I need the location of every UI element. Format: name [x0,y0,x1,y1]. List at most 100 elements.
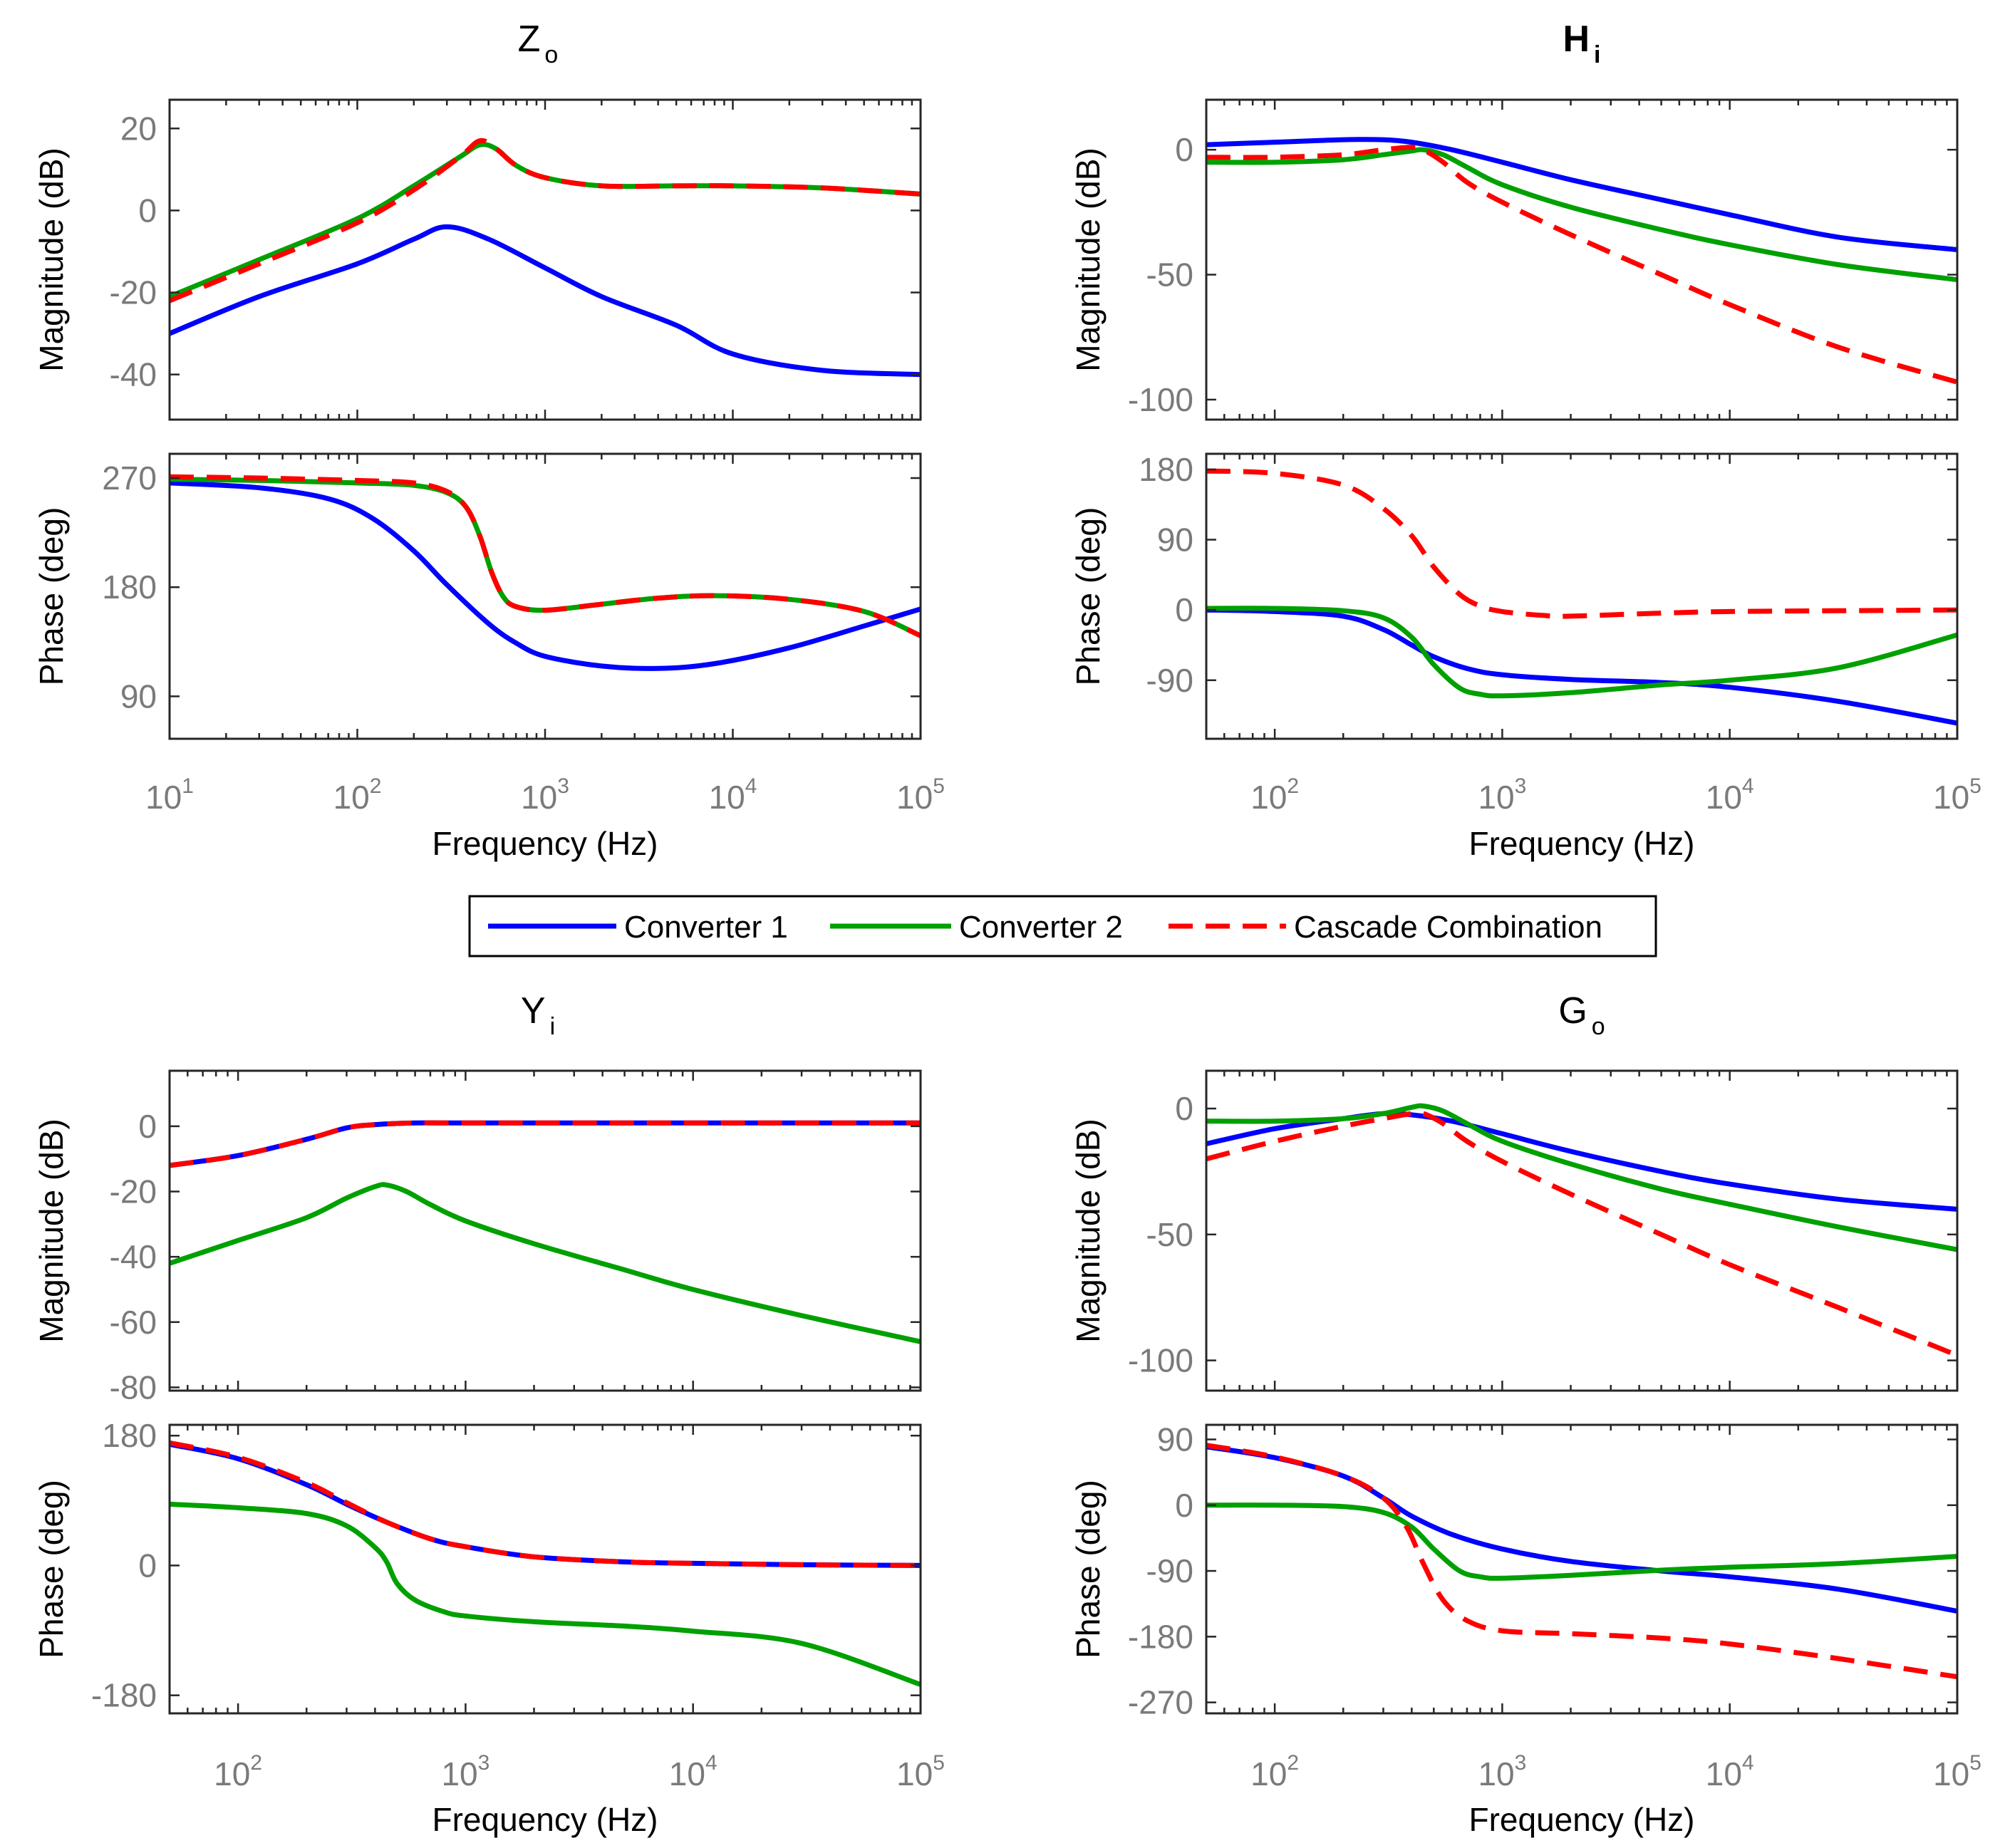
xtick-mantissa: 10 [669,1755,705,1792]
ytick-label: -40 [110,356,157,393]
series-cascade-combination-magnitude-hi [1206,145,1957,385]
xtick-mantissa: 10 [1250,779,1287,816]
ytick-label: 0 [1175,131,1193,168]
xtick-exponent: 4 [1742,1751,1754,1775]
magnitude-axes-go: 0 -50 -100 Magnitude (dB) [1069,1069,1959,1392]
phase-frame [1205,1423,1959,1715]
xtick-exponent: 3 [1515,1751,1527,1775]
series-converter-2-magnitude-go [1206,1103,1957,1252]
xtick-mantissa: 10 [896,779,933,816]
xtick-mantissa: 10 [521,779,557,816]
title-main: Z [518,19,541,60]
phase-ylabel: Phase (deg) [1069,507,1107,686]
series-cascade-combination-magnitude-yi [170,1120,921,1168]
ytick-label: -40 [110,1238,157,1275]
ytick-label: 180 [102,1417,157,1454]
magnitude-frame [1205,1069,1959,1392]
xtick-label: 103 [1478,1751,1526,1792]
ytick-label: 90 [1157,521,1193,559]
xtick-label: 105 [1933,774,1981,816]
phase-ylabel: Phase (deg) [33,507,70,686]
xtick-mantissa: 10 [1933,1755,1969,1792]
xtick-mantissa: 10 [709,779,745,816]
xtick-mantissa: 10 [1706,779,1742,816]
title-main: H [1563,19,1590,60]
magnitude-axes-hi: 0 -50 -100 Magnitude (dB) [1069,98,1959,421]
xtick-exponent: 2 [370,774,382,798]
phase-frame [168,1423,922,1715]
legend-label-converter-2: Converter 2 [959,910,1123,945]
magnitude-ylabel: Magnitude (dB) [1069,1118,1107,1343]
series-converter-1-magnitude-zo [170,224,921,378]
xtick-mantissa: 10 [1250,1755,1287,1792]
legend-label-converter-1: Converter 1 [624,910,788,945]
ytick-label: 20 [120,110,157,147]
title-sub: i [1594,41,1600,68]
ytick-label: 0 [138,1108,157,1145]
xtick-exponent: 5 [1969,774,1981,798]
xtick-mantissa: 10 [1478,779,1514,816]
series-cascade-combination-phase-yi [170,1440,921,1568]
ytick-label: 180 [1139,451,1193,488]
series-cascade-combination-magnitude-go [1206,1110,1957,1358]
title-main: G [1558,990,1587,1032]
xtick-exponent: 5 [1969,1751,1981,1775]
ytick-label: 0 [138,1547,157,1584]
title-sub: i [550,1013,556,1040]
series-converter-1-magnitude-go [1206,1111,1957,1212]
xtick-exponent: 5 [933,774,945,798]
phase-ylabel: Phase (deg) [1069,1480,1107,1658]
series-cascade-combination-phase-hi [1206,468,1957,619]
series-converter-2-magnitude-yi [170,1182,921,1344]
magnitude-ylabel: Magnitude (dB) [1069,147,1107,372]
xtick-label: 102 [1250,1751,1299,1792]
xtick-label: 105 [896,774,945,816]
xtick-exponent: 2 [1287,1751,1299,1775]
ytick-label: -180 [1128,1618,1193,1655]
title-sub: o [544,41,558,68]
xlabel-hi: Frequency (Hz) [1469,825,1695,862]
ytick-label: -80 [110,1369,157,1406]
ytick-label: -180 [91,1677,157,1714]
phase-axes-yi: 180 0 -180 Phase (deg) [33,1417,922,1715]
phase-ylabel: Phase (deg) [33,1480,70,1658]
xtick-mantissa: 10 [896,1755,933,1792]
xtick-exponent: 4 [745,774,757,798]
phase-axes-hi: 180 90 0 -90 Phase (deg) [1069,451,1959,740]
ytick-label: -50 [1146,1216,1193,1253]
xtick-exponent: 3 [478,1751,490,1775]
xtick-exponent: 3 [1515,774,1527,798]
series-converter-2-phase-hi [1206,606,1957,699]
xtick-exponent: 2 [1287,774,1299,798]
xtick-label: 105 [1933,1751,1981,1792]
ytick-label: -60 [110,1304,157,1341]
xtick-mantissa: 10 [1933,779,1969,816]
xtick-mantissa: 10 [441,1755,477,1792]
ytick-label: 180 [102,569,157,606]
magnitude-frame [168,1069,922,1392]
xtick-label: 103 [1478,774,1526,816]
series-converter-2-magnitude-hi [1206,147,1957,283]
xlabel-go: Frequency (Hz) [1469,1801,1695,1838]
xtick-label: 104 [1706,1751,1754,1792]
series-converter-1-phase-yi [170,1441,921,1568]
xtick-label: 102 [1250,774,1299,816]
magnitude-ylabel: Magnitude (dB) [33,147,70,372]
xtick-label: 102 [333,774,382,816]
xtick-exponent: 5 [933,1751,945,1775]
xtick-label: 103 [521,774,569,816]
xtick-label: 102 [214,1751,262,1792]
xtick-exponent: 2 [250,1751,262,1775]
title-main: Y [521,990,546,1032]
phase-frame [1205,452,1959,740]
ytick-label: 0 [138,192,157,229]
xtick-exponent: 3 [557,774,569,798]
phase-axes-go: 90 0 -90 -180 -270 Phase (deg) [1069,1421,1959,1721]
